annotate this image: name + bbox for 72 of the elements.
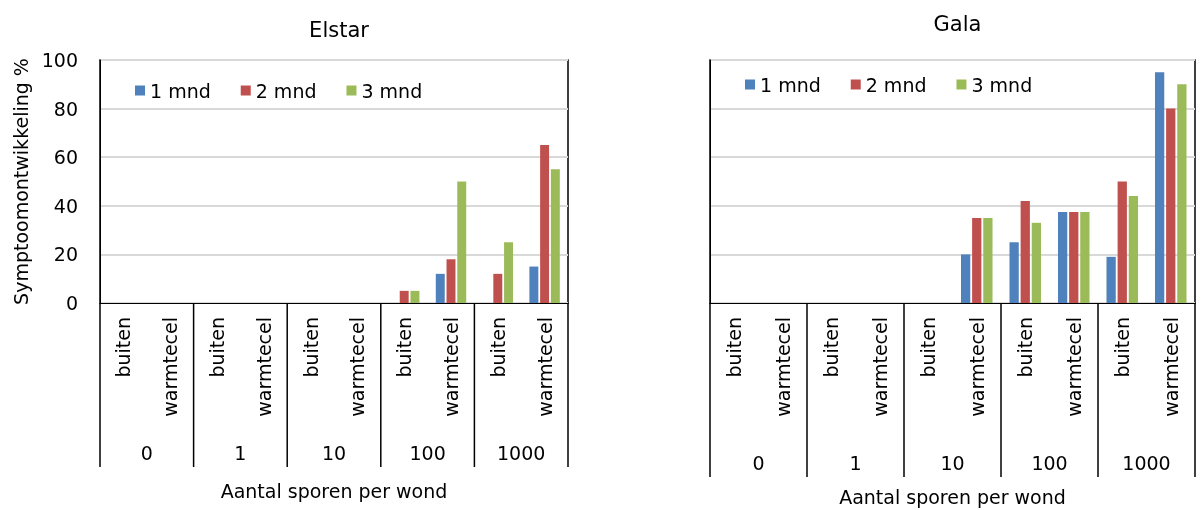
chart-title: Gala bbox=[933, 11, 982, 36]
x-tick-label: warmtecel bbox=[868, 317, 891, 417]
text: 10 bbox=[940, 452, 965, 474]
bar bbox=[435, 273, 445, 303]
bar bbox=[1020, 200, 1030, 303]
bar bbox=[493, 273, 503, 303]
y-tick-label: 60 bbox=[53, 146, 78, 169]
x-tick-label: warmtecel bbox=[965, 317, 988, 417]
x-tick-label: warmtecel bbox=[1159, 317, 1182, 417]
x-axis-title: Aantal sporen per wond bbox=[220, 479, 448, 502]
x-tick-label: buiten bbox=[112, 317, 135, 378]
text: 0 bbox=[752, 452, 765, 474]
text: 1 bbox=[234, 442, 247, 464]
y-tick-label: 80 bbox=[53, 97, 78, 120]
x-tick-label: warmtecel bbox=[1062, 317, 1085, 417]
bar bbox=[1106, 256, 1116, 303]
x-tick-label: buiten bbox=[1111, 317, 1134, 378]
legend-label: 2 mnd bbox=[255, 79, 317, 102]
text: 1000 bbox=[497, 442, 546, 464]
bar bbox=[540, 145, 550, 303]
bar bbox=[457, 181, 467, 303]
x-tick-label: buiten bbox=[486, 317, 509, 378]
legend-label: 1 mnd bbox=[150, 79, 211, 102]
y-tick-label: 100 bbox=[41, 49, 78, 71]
y-tick-label: 0 bbox=[65, 292, 78, 314]
x-tick-label: warmtecel bbox=[346, 317, 369, 417]
chart-title: Elstar bbox=[309, 17, 370, 42]
text: 0 bbox=[140, 442, 153, 464]
y-tick-label: 40 bbox=[53, 194, 78, 217]
bar bbox=[1031, 222, 1042, 303]
x-axis-title: Aantal sporen per wond bbox=[839, 485, 1066, 508]
bar bbox=[972, 217, 982, 303]
bar bbox=[1069, 211, 1079, 303]
bar bbox=[529, 266, 539, 303]
legend-label: 3 mnd bbox=[971, 73, 1033, 96]
x-tick-label: warmtecel bbox=[440, 317, 462, 417]
bar bbox=[410, 290, 420, 303]
text: 100 bbox=[1031, 452, 1068, 474]
x-tick-label: buiten bbox=[393, 317, 416, 378]
x-tick-label: warmtecel bbox=[533, 317, 556, 417]
legend-label: 1 mnd bbox=[760, 73, 821, 96]
bar bbox=[504, 242, 514, 303]
x-tick-label: buiten bbox=[723, 317, 746, 378]
text: 10 bbox=[321, 442, 347, 464]
legend-label: 2 mnd bbox=[865, 73, 927, 96]
bar bbox=[1057, 211, 1068, 303]
x-tick-label: warmtecel bbox=[771, 317, 794, 417]
text: 1 bbox=[849, 452, 862, 474]
x-tick-label: buiten bbox=[1014, 317, 1037, 378]
bar bbox=[1177, 84, 1187, 303]
bar bbox=[1128, 196, 1139, 303]
bar bbox=[1117, 181, 1127, 303]
bar bbox=[960, 254, 971, 303]
x-tick-label: warmtecel bbox=[252, 317, 275, 417]
bar bbox=[983, 217, 993, 303]
text: 1000 bbox=[1122, 452, 1171, 474]
text: 100 bbox=[409, 442, 446, 464]
y-axis-title: Symptoomontwikkeling % bbox=[10, 58, 33, 305]
x-tick-label: warmtecel bbox=[159, 317, 182, 417]
x-tick-label: buiten bbox=[917, 317, 940, 378]
y-tick-label: 20 bbox=[53, 243, 78, 266]
bar bbox=[1166, 108, 1176, 303]
bar bbox=[1009, 242, 1019, 303]
bar bbox=[1080, 211, 1090, 303]
x-tick-label: buiten bbox=[206, 317, 228, 378]
bar bbox=[399, 290, 409, 303]
bar bbox=[550, 169, 560, 303]
x-tick-label: buiten bbox=[299, 317, 322, 378]
legend-label: 3 mnd bbox=[361, 79, 423, 102]
x-tick-label: buiten bbox=[820, 317, 843, 378]
bar bbox=[1154, 72, 1165, 303]
bar bbox=[446, 259, 456, 303]
